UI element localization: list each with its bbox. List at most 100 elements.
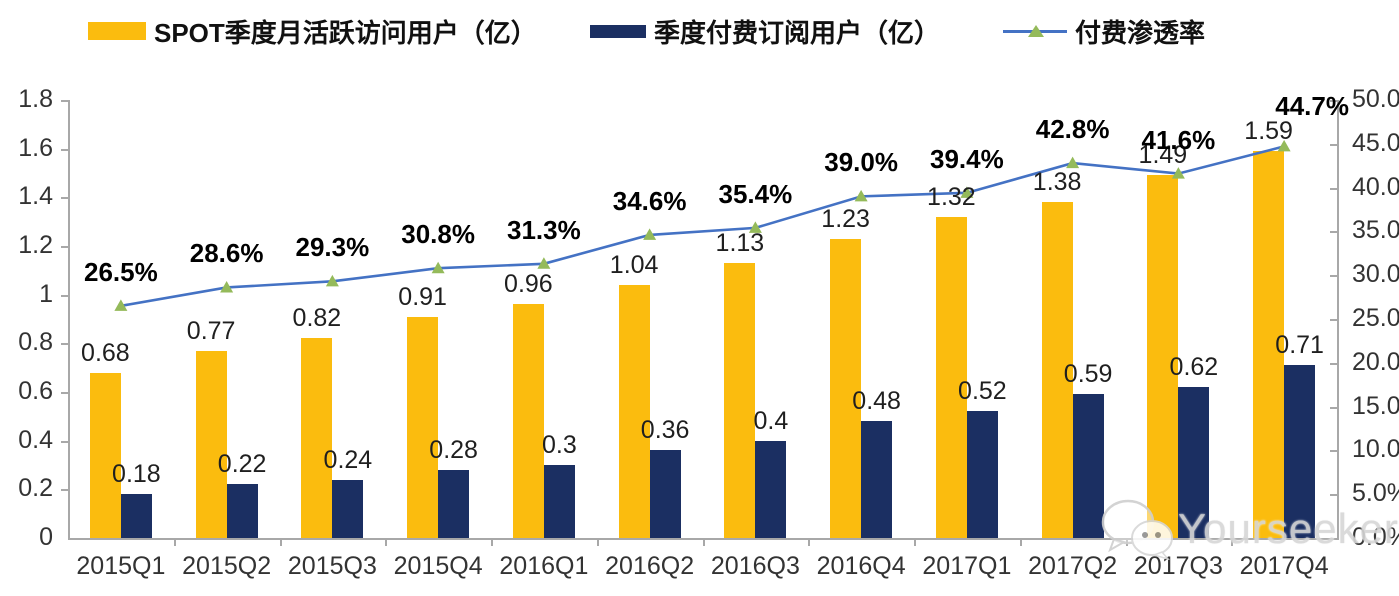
line-marker-2015Q4 <box>431 261 445 274</box>
left-axis-label: 0.2 <box>18 474 53 503</box>
left-axis-tick <box>61 343 68 346</box>
bar-mau-2015Q4 <box>407 316 439 538</box>
bar-paid-2017Q4 <box>1284 365 1316 538</box>
pct-label-2016Q1: 31.3% <box>507 214 581 245</box>
right-axis-label: 30.0% <box>1352 260 1399 289</box>
bar-paid-2016Q3 <box>755 440 787 538</box>
x-axis-label-2015Q3: 2015Q3 <box>287 552 377 580</box>
right-axis-tick <box>1330 100 1337 102</box>
left-axis-label: 1.8 <box>18 85 53 113</box>
pct-label-2017Q3: 41.6% <box>1141 124 1216 155</box>
value-label-mau-2016Q3: 1.13 <box>715 229 765 258</box>
pct-label-2015Q3: 29.3% <box>295 232 370 263</box>
left-axis-tick <box>61 197 68 200</box>
bar-paid-2017Q1 <box>966 411 998 538</box>
x-axis-tick <box>1231 538 1234 546</box>
bar-paid-2015Q1 <box>120 494 152 538</box>
value-label-mau-2015Q3: 0.82 <box>292 304 342 333</box>
x-axis-tick <box>702 538 705 546</box>
x-axis-label-2016Q3: 2016Q3 <box>710 552 800 580</box>
x-axis-label-2016Q4: 2016Q4 <box>816 552 906 580</box>
left-axis-label: 1.2 <box>18 231 53 259</box>
left-axis-label: 1.6 <box>18 133 53 162</box>
value-label-mau-2016Q2: 1.04 <box>609 250 659 279</box>
watermark-text: Yourseeker <box>1178 505 1399 552</box>
pct-label-2015Q2: 28.6% <box>189 238 264 269</box>
bar-mau-2016Q1 <box>512 304 544 538</box>
legend-label-mau: SPOT季度月活跃访问用户（亿） <box>154 17 537 48</box>
x-axis-label-2015Q2: 2015Q2 <box>182 552 272 580</box>
right-axis-tick <box>1330 362 1337 365</box>
value-label-mau-2016Q1: 0.96 <box>504 270 553 299</box>
value-label-paid-2016Q4: 0.48 <box>852 387 901 416</box>
legend-item-mau: SPOT季度月活跃访问用户（亿） <box>88 16 537 48</box>
value-label-mau-2017Q4: 1.59 <box>1244 117 1293 146</box>
left-axis-label: 1.4 <box>18 182 53 211</box>
legend-swatch-paid <box>590 24 646 38</box>
bar-paid-2017Q2 <box>1072 394 1104 538</box>
x-axis-tick <box>1019 538 1022 546</box>
legend-label-penetration: 付费渗透率 <box>1075 17 1206 48</box>
right-axis-label: 25.0% <box>1352 304 1399 332</box>
right-axis-label: 40.0% <box>1352 172 1399 201</box>
x-axis-tick <box>808 538 811 546</box>
x-axis-tick <box>596 538 599 546</box>
left-axis-label: 0.4 <box>18 425 53 454</box>
bar-mau-2016Q3 <box>724 263 756 538</box>
value-label-mau-2017Q2: 1.38 <box>1032 168 1082 197</box>
bar-paid-2015Q4 <box>438 469 470 538</box>
pct-label-2017Q4: 44.7% <box>1275 91 1349 122</box>
wechat-icon <box>1101 499 1173 560</box>
legend-label-paid: 季度付费订阅用户（亿） <box>654 17 941 48</box>
line-marker-2017Q2 <box>1066 156 1080 169</box>
legend-item-penetration: 付费渗透率 <box>1003 16 1205 48</box>
x-axis-label-2017Q4: 2017Q4 <box>1239 552 1329 580</box>
value-label-mau-2015Q4: 0.91 <box>398 282 447 311</box>
right-axis-tick <box>1330 143 1337 146</box>
triangle-marker-icon <box>1028 25 1044 37</box>
left-axis-tick <box>61 100 68 102</box>
value-label-mau-2016Q4: 1.23 <box>821 204 870 233</box>
left-axis-label: 0 <box>39 523 53 551</box>
value-label-mau-2017Q3: 1.49 <box>1138 141 1188 170</box>
right-axis-label: 50.0% <box>1352 85 1399 113</box>
left-axis-label: 1 <box>39 279 53 308</box>
value-label-paid-2017Q3: 0.62 <box>1169 353 1219 382</box>
x-axis-label-2015Q1: 2015Q1 <box>76 552 166 580</box>
left-axis-tick <box>61 440 68 443</box>
x-axis-label-2017Q2: 2017Q2 <box>1028 552 1118 580</box>
left-axis-tick <box>61 246 68 248</box>
right-axis-label: 10.0% <box>1352 435 1399 464</box>
value-label-paid-2015Q1: 0.18 <box>112 460 161 489</box>
x-axis-label-2017Q1: 2017Q1 <box>922 552 1012 580</box>
right-axis-tick <box>1330 231 1337 234</box>
value-label-paid-2015Q4: 0.28 <box>429 435 478 464</box>
value-label-paid-2016Q2: 0.36 <box>640 416 690 445</box>
line-marker-2015Q1 <box>114 299 128 311</box>
x-axis-label-2016Q2: 2016Q2 <box>605 552 695 580</box>
x-axis-label-2015Q4: 2015Q4 <box>393 552 483 580</box>
bar-mau-2015Q1 <box>89 372 121 538</box>
line-marker-2015Q3 <box>325 274 339 287</box>
left-axis-tick <box>61 294 68 297</box>
right-axis-tick <box>1330 538 1337 540</box>
line-marker-2016Q2 <box>643 228 657 240</box>
line-marker-2015Q2 <box>220 280 234 293</box>
value-label-paid-2017Q2: 0.59 <box>1063 360 1113 389</box>
left-axis-tick <box>61 392 68 394</box>
value-label-paid-2017Q1: 0.52 <box>958 377 1007 406</box>
right-axis-tick <box>1330 275 1337 278</box>
x-axis-label-2017Q3: 2017Q3 <box>1133 552 1223 580</box>
left-axis-tick <box>61 148 68 151</box>
pct-label-2015Q1: 26.5% <box>84 256 158 287</box>
right-axis-label: 5.0% <box>1352 479 1399 508</box>
bar-paid-2016Q4 <box>861 421 893 538</box>
value-label-mau-2017Q1: 1.32 <box>927 182 976 211</box>
bar-paid-2016Q1 <box>543 465 575 538</box>
watermark: Yourseeker <box>1100 498 1399 560</box>
pct-label-2015Q4: 30.8% <box>401 219 475 250</box>
x-axis-label-2016Q1: 2016Q1 <box>499 552 589 580</box>
bar-paid-2017Q3 <box>1178 387 1210 538</box>
right-axis-tick <box>1330 406 1337 409</box>
